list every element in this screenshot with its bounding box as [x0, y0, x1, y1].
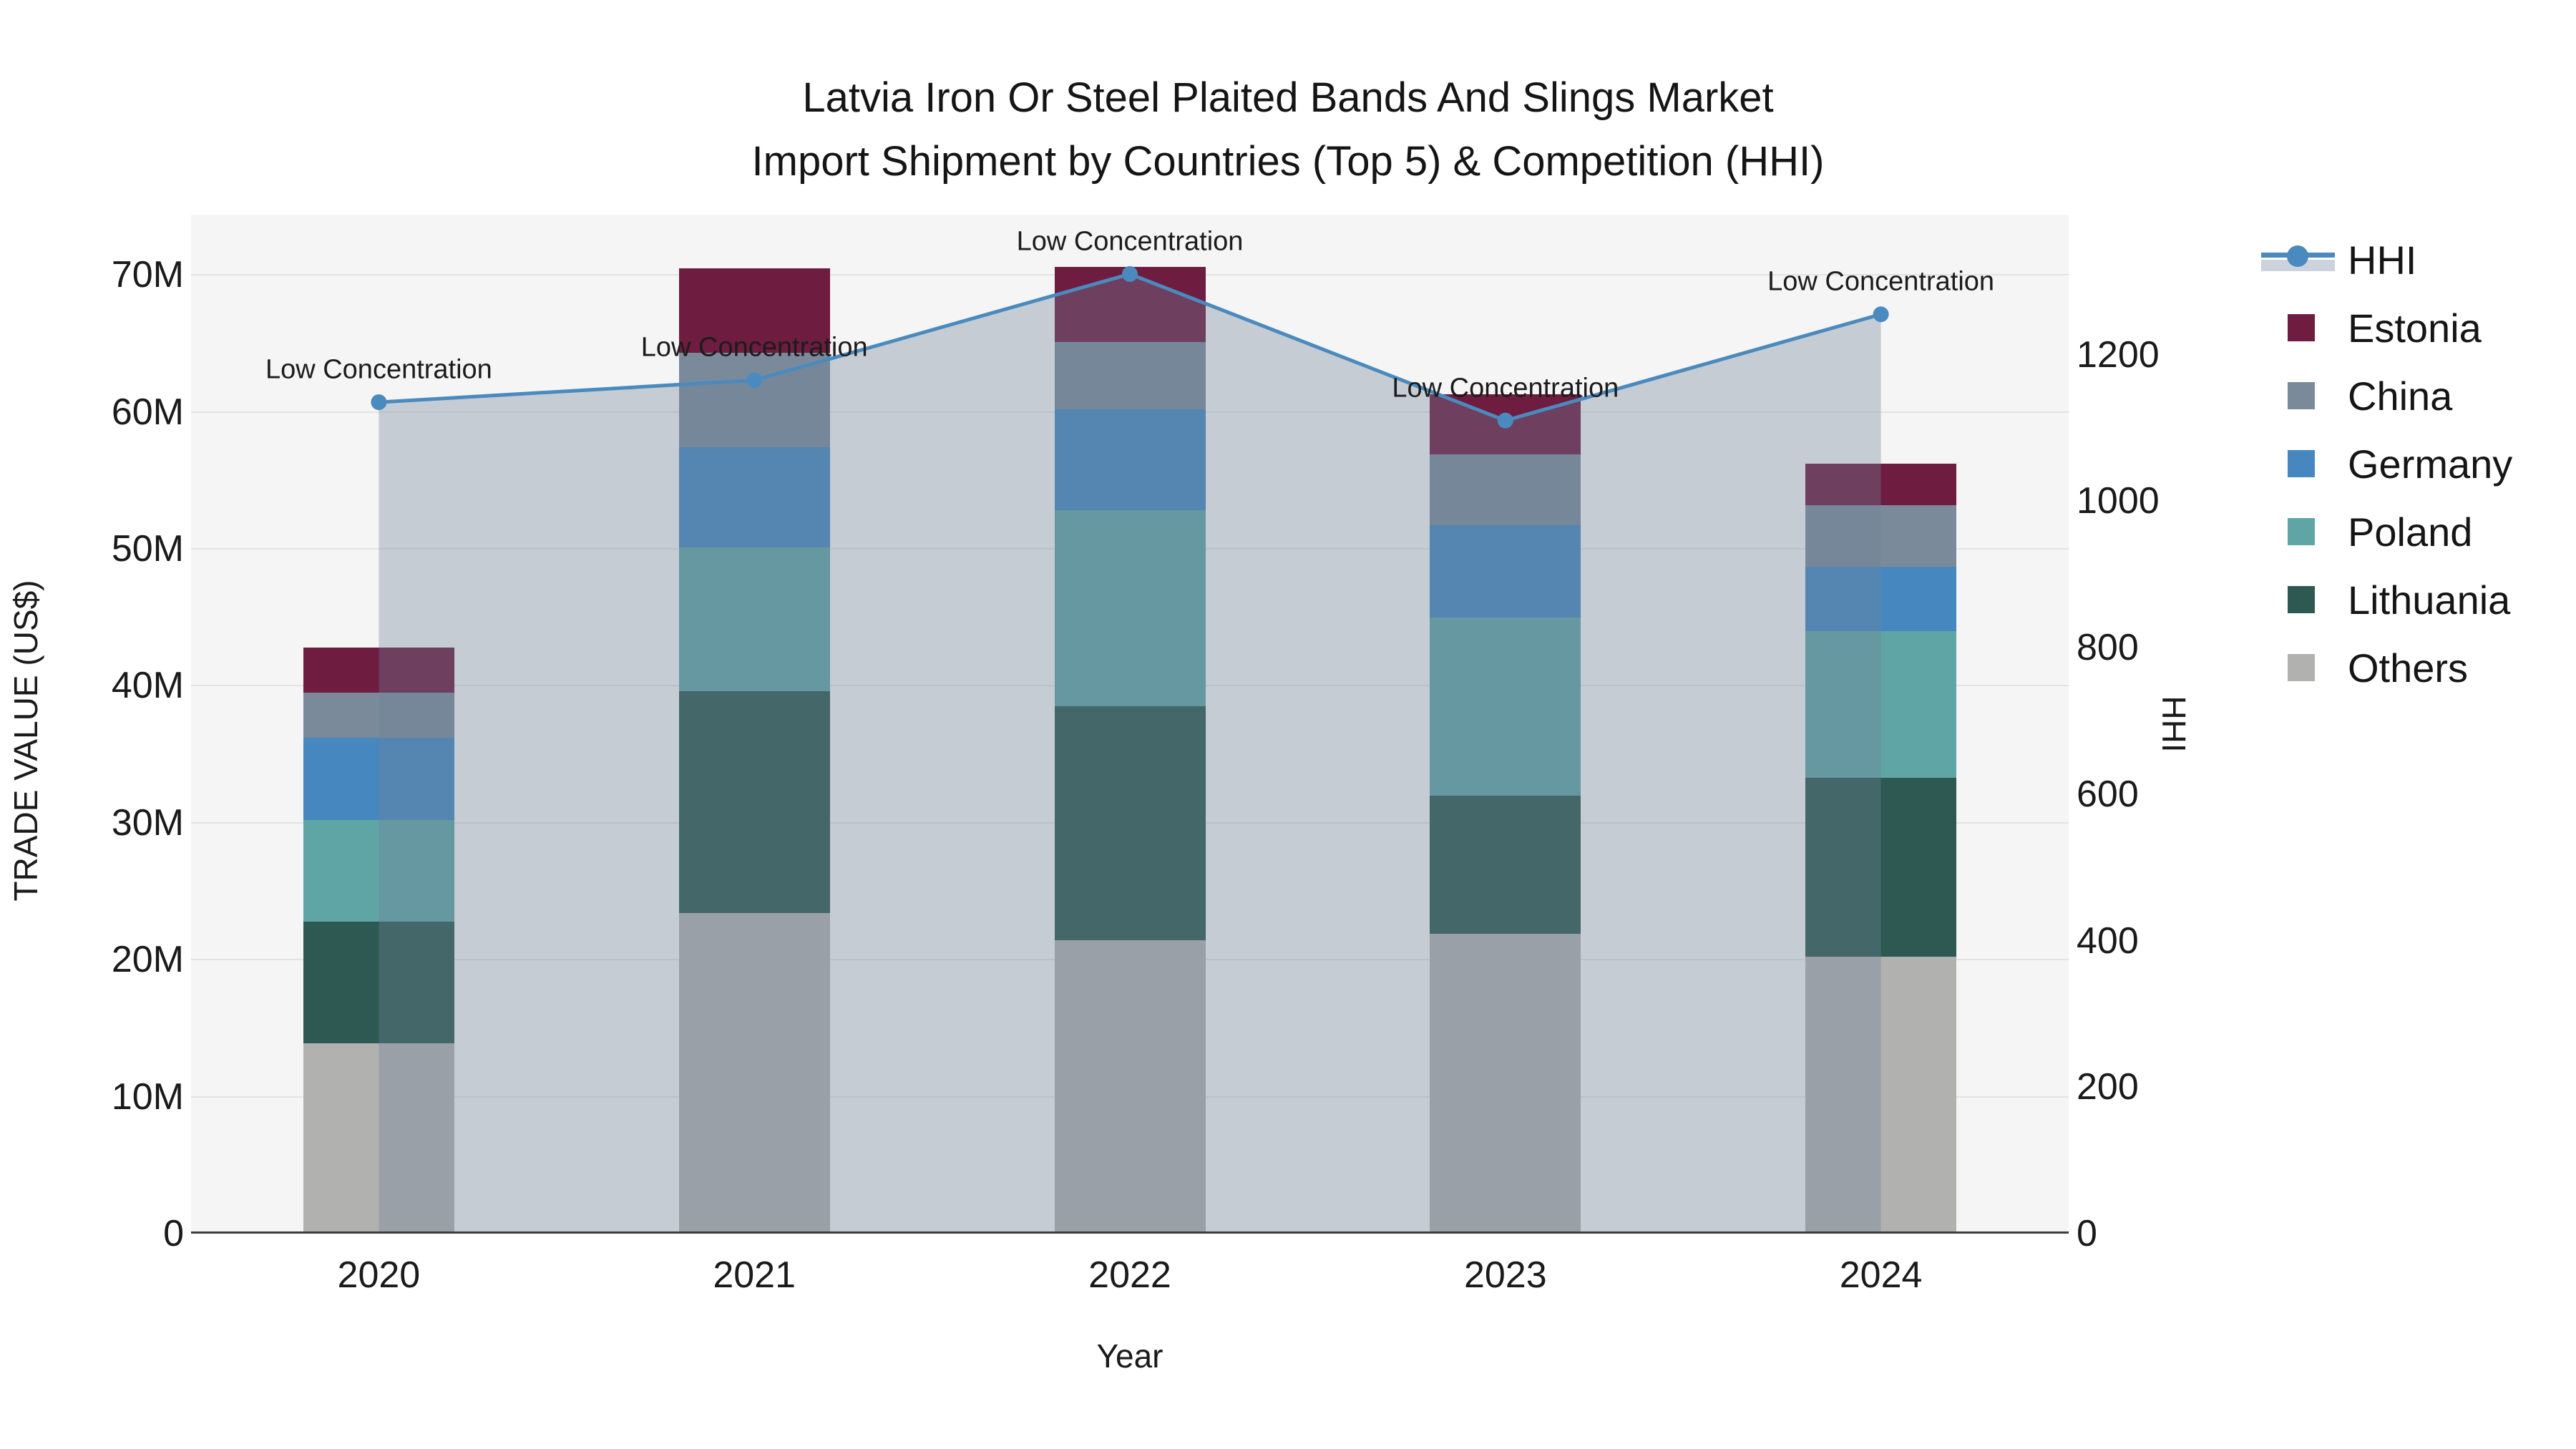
bar-2023-germany	[1430, 525, 1581, 618]
hhi-marker-2021	[746, 372, 763, 389]
legend-swatch-china	[2288, 382, 2315, 409]
bar-2021-poland	[678, 547, 830, 692]
legend-swatch-lithuania	[2288, 586, 2315, 613]
x-axis-title: Year	[1096, 1337, 1163, 1375]
ytick-right-1000: 1000	[2077, 480, 2160, 522]
legend-swatch-estonia	[2288, 314, 2315, 341]
legend-label-germany: Germany	[2348, 441, 2513, 487]
annotation-low-concentration-2022: Low Concentration	[1016, 226, 1244, 257]
bar-2023-others	[1430, 933, 1581, 1234]
bar-2022-poland	[1054, 510, 1206, 707]
bar-2023-china	[1430, 454, 1581, 526]
bar-2023-lithuania	[1430, 795, 1581, 934]
legend-swatch-poland	[2288, 518, 2315, 545]
bar-2024-others	[1805, 957, 1957, 1234]
ytick-right-600: 600	[2077, 773, 2139, 815]
bar-2024-poland	[1805, 630, 1957, 778]
bar-2020-china	[303, 692, 454, 738]
ytick-left-0: 0	[163, 1213, 184, 1254]
bar-2021-germany	[678, 447, 830, 548]
legend-item-estonia[interactable]: Estonia	[2247, 297, 2482, 358]
bar-2024-estonia	[1805, 464, 1957, 505]
hhi-marker-2024	[1873, 306, 1889, 323]
legend-label-poland: Poland	[2348, 509, 2473, 555]
x-axis-line	[191, 1231, 2069, 1234]
bar-2020-estonia	[303, 647, 454, 693]
ytick-left-50M: 50M	[111, 528, 184, 570]
bar-2021-others	[678, 913, 830, 1234]
legend-label-hhi: HHI	[2348, 237, 2417, 283]
ytick-left-30M: 30M	[111, 801, 184, 844]
ytick-left-20M: 20M	[111, 939, 184, 981]
bar-2021-lithuania	[678, 691, 830, 914]
y-axis-title-left: TRADE VALUE (US$)	[7, 580, 44, 902]
bar-2024-lithuania	[1805, 777, 1957, 957]
bar-2020-lithuania	[303, 921, 454, 1043]
ytick-right-400: 400	[2077, 919, 2139, 962]
ytick-right-800: 800	[2077, 627, 2139, 669]
legend-item-lithuania[interactable]: Lithuania	[2247, 569, 2510, 630]
xtick-2023: 2023	[1463, 1254, 1547, 1296]
plot-area: Low Concentration Low Concentration Low Co…	[191, 215, 2069, 1234]
bar-2020-germany	[303, 738, 454, 820]
xtick-2020: 2020	[337, 1254, 421, 1296]
bar-2024-germany	[1805, 566, 1957, 631]
hhi-area-fill	[379, 273, 1881, 1234]
legend-label-lithuania: Lithuania	[2348, 577, 2511, 623]
ytick-left-60M: 60M	[111, 391, 184, 433]
annotation-low-concentration-2020: Low Concentration	[265, 354, 492, 385]
y-axis-title-right: HHI	[2155, 696, 2192, 753]
hhi-marker-2022	[1122, 265, 1138, 282]
legend-item-poland[interactable]: Poland	[2247, 501, 2472, 562]
bar-2021-china	[678, 353, 830, 448]
annotation-low-concentration-2024: Low Concentration	[1767, 266, 1995, 297]
annotation-low-concentration-2021: Low Concentration	[640, 332, 868, 363]
hhi-marker-icon	[2287, 245, 2308, 267]
bar-2022-china	[1054, 342, 1206, 409]
xtick-2024: 2024	[1839, 1254, 1923, 1296]
annotation-low-concentration-2023: Low Concentration	[1392, 373, 1619, 404]
legend-item-china[interactable]: China	[2247, 365, 2452, 426]
legend-swatch-others	[2288, 654, 2315, 681]
bar-2023-poland	[1430, 617, 1581, 796]
xtick-2022: 2022	[1088, 1254, 1171, 1296]
legend-label-others: Others	[2348, 645, 2469, 691]
ytick-right-0: 0	[2077, 1213, 2097, 1254]
legend-label-china: China	[2348, 373, 2453, 419]
hhi-marker-2020	[371, 394, 387, 411]
legend-swatch-germany	[2288, 450, 2315, 477]
chart-title: Latvia Iron Or Steel Plaited Bands And S…	[0, 66, 2576, 193]
bar-2022-lithuania	[1054, 706, 1206, 941]
bar-2020-poland	[303, 819, 454, 922]
hhi-line-marker-icon	[2261, 245, 2335, 274]
bar-2024-china	[1805, 504, 1957, 567]
ytick-left-10M: 10M	[111, 1075, 184, 1118]
legend-item-germany[interactable]: Germany	[2247, 433, 2512, 494]
ytick-left-70M: 70M	[111, 254, 184, 296]
hhi-line-layer	[371, 265, 1889, 1234]
ytick-right-1200: 1200	[2077, 333, 2160, 376]
hhi-marker-2023	[1497, 412, 1513, 429]
xtick-2021: 2021	[713, 1254, 796, 1296]
legend-label-estonia: Estonia	[2348, 305, 2482, 351]
legend-item-hhi[interactable]: HHI	[2247, 229, 2416, 291]
legend-item-others[interactable]: Others	[2247, 637, 2468, 698]
ytick-right-200: 200	[2077, 1066, 2139, 1108]
ytick-left-40M: 40M	[111, 665, 184, 707]
chart-title-line2: Import Shipment by Countries (Top 5) & C…	[751, 138, 1825, 185]
bar-2021-estonia	[678, 268, 830, 353]
bar-2022-germany	[1054, 409, 1206, 511]
chart-title-line1: Latvia Iron Or Steel Plaited Bands And S…	[802, 74, 1774, 121]
bar-2020-others	[303, 1043, 454, 1234]
bar-2022-others	[1054, 940, 1206, 1234]
